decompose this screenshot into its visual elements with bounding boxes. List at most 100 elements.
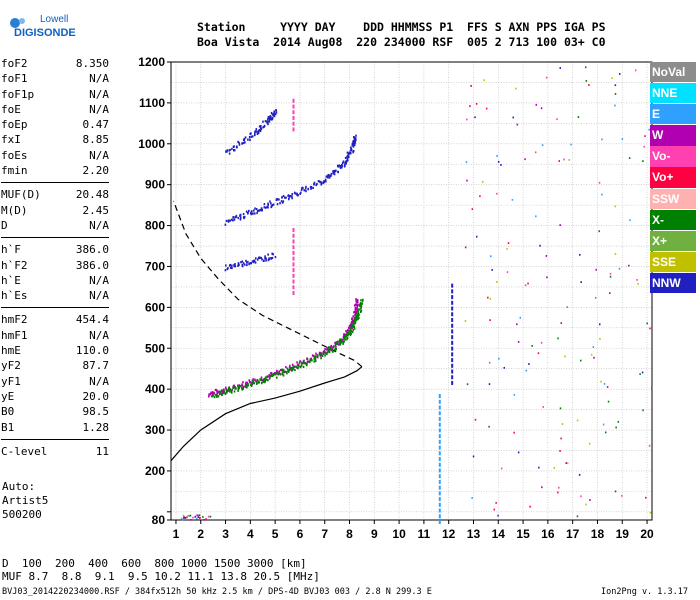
x-tick-label: 9 <box>371 527 378 541</box>
echo-point <box>256 130 258 133</box>
spike-point <box>438 405 441 410</box>
noise-point <box>637 282 639 285</box>
echo-point <box>253 212 256 215</box>
echo-point <box>346 151 349 154</box>
echo-point <box>291 195 293 198</box>
param-name: h`F2 <box>1 258 28 272</box>
echo-point <box>234 386 236 389</box>
legend: NoVal NNE E W Vo- Vo+ SSW X- X+ SSE NNW <box>650 62 696 294</box>
d-values: 100 200 400 600 800 1000 1500 3000 [km] <box>8 557 307 570</box>
echo-point <box>319 354 322 357</box>
echo-point <box>299 191 302 194</box>
noise-point <box>529 505 531 508</box>
spike-point <box>451 346 454 351</box>
x-tick-label: 11 <box>418 527 431 541</box>
echo-point <box>361 299 364 302</box>
echo-point <box>271 117 274 120</box>
param-name: foEp <box>1 118 28 132</box>
noise-point <box>493 508 495 511</box>
echo-point <box>357 312 360 315</box>
echo-point <box>341 164 344 167</box>
echo-point <box>282 369 285 372</box>
echo-point <box>350 323 353 326</box>
noise-point <box>634 69 637 72</box>
spike-point <box>292 127 295 132</box>
param-name: B0 <box>1 405 15 419</box>
echo-point <box>297 367 299 370</box>
echo-point <box>222 389 225 393</box>
noise-point <box>489 255 492 258</box>
echo-point <box>267 253 269 256</box>
echo-point <box>328 176 331 179</box>
echo-point <box>302 365 305 368</box>
echo-point <box>235 214 238 218</box>
x-tick-label: 15 <box>516 527 530 541</box>
noise-point <box>566 306 569 309</box>
echo-point <box>245 381 247 384</box>
noise-point <box>537 352 540 355</box>
spike-point <box>438 502 441 507</box>
echo-point <box>275 371 278 374</box>
echo-point <box>353 143 356 147</box>
echo-point <box>324 354 326 357</box>
echo-point <box>326 348 329 351</box>
echo-point <box>338 340 341 343</box>
noise-point <box>202 516 204 518</box>
param-value: 8.85 <box>82 133 110 147</box>
x-tick-label: 7 <box>321 527 328 541</box>
echo-point <box>224 392 227 395</box>
auto-label: Auto: <box>2 480 36 493</box>
y-tick-label: 80 <box>152 513 166 527</box>
echo-point <box>267 202 269 205</box>
echo-point <box>254 378 256 381</box>
echo-point <box>257 380 260 383</box>
echo-point <box>256 258 259 261</box>
echo-point <box>270 117 273 121</box>
spike-point <box>292 115 295 120</box>
noise-point <box>483 79 486 82</box>
noise-point <box>197 514 199 517</box>
echo-point <box>353 327 356 330</box>
noise-point <box>464 320 467 322</box>
auto-program: Artist5 <box>2 494 49 507</box>
param-name: hmF2 <box>1 313 28 327</box>
echo-point <box>291 363 294 366</box>
echo-point <box>312 186 314 190</box>
echo-point <box>355 303 357 306</box>
spike-point <box>451 317 454 322</box>
noise-point <box>611 77 613 80</box>
echo-point <box>329 346 332 349</box>
echo-point <box>356 314 359 317</box>
noise-point <box>580 359 582 362</box>
noise-point <box>600 380 602 383</box>
echo-point <box>296 361 298 364</box>
echo-point <box>360 310 362 313</box>
echo-point <box>309 358 312 361</box>
echo-point <box>324 178 327 181</box>
noise-point <box>205 518 207 521</box>
echo-point <box>296 194 299 197</box>
echo-point <box>344 163 346 166</box>
param-value: 454.4 <box>75 313 109 327</box>
echo-point <box>353 138 356 141</box>
echo-point <box>248 379 251 382</box>
echo-point <box>324 351 327 354</box>
spike-point <box>292 239 295 244</box>
noise-point <box>628 264 630 267</box>
echo-point <box>264 206 267 209</box>
echo-point <box>258 209 261 212</box>
noise-point <box>470 85 472 87</box>
echo-point <box>216 394 219 397</box>
echo-point <box>242 212 245 216</box>
echo-point <box>275 108 277 112</box>
legend-item-sse: SSE <box>650 251 696 273</box>
noise-point <box>189 514 192 517</box>
echo-point <box>319 181 322 184</box>
echo-point <box>351 319 354 322</box>
echo-point <box>273 110 276 113</box>
echo-point <box>235 146 238 149</box>
spike-point <box>292 233 295 238</box>
echo-point <box>344 156 347 160</box>
noise-point <box>525 369 528 372</box>
echo-point <box>300 364 303 367</box>
